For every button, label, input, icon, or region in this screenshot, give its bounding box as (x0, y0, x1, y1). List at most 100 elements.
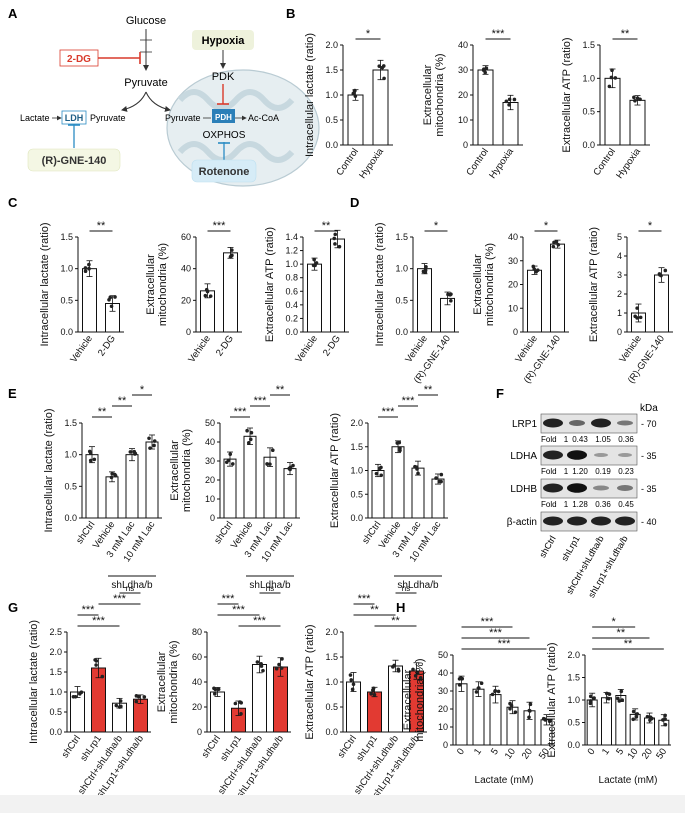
data-point (255, 660, 260, 664)
data-point (633, 98, 637, 103)
blot-lane-label: shCtrl (537, 534, 557, 559)
rotenone-label: Rotenone (199, 166, 250, 178)
significance-label: *** (492, 28, 506, 40)
fold-value: 1.05 (595, 435, 611, 444)
y-tick-label: 0.0 (285, 327, 298, 337)
data-point (259, 664, 264, 668)
data-point (631, 717, 635, 722)
data-point (552, 240, 556, 245)
significance-label: ** (370, 604, 379, 616)
data-point (333, 242, 337, 246)
pyruvate-left-label: Pyruvate (90, 113, 126, 123)
data-point (411, 667, 415, 672)
data-point (413, 674, 418, 678)
data-point (507, 97, 512, 102)
blot-mw: - 35 (641, 484, 657, 494)
data-point (314, 261, 319, 265)
panel-letter-e: E (8, 386, 17, 401)
y-tick-label: 2.0 (350, 418, 363, 428)
y-tick-label: 1.0 (567, 695, 580, 705)
fold-value: 0.45 (618, 500, 634, 509)
y-tick-label: 20 (181, 295, 191, 305)
data-point (663, 268, 668, 273)
data-point (396, 667, 401, 672)
y-tick-label: 0.0 (582, 140, 595, 150)
bar (307, 263, 322, 333)
cristae-shape (177, 141, 295, 163)
bar (273, 666, 288, 733)
significance-label: ** (98, 406, 107, 418)
data-point (632, 95, 636, 100)
y-axis-label: Extracellular (169, 440, 181, 501)
data-point (353, 94, 358, 98)
chart-e2: 0 10 20 30 40 50 Extracellular mitochondria (%)… (169, 384, 300, 591)
bar (604, 77, 621, 146)
bar (125, 454, 139, 519)
x-tick-label: 2-DG (214, 333, 236, 358)
data-point (332, 236, 337, 241)
y-tick-label: 20 (205, 475, 215, 485)
x-tick-label: 0 (455, 746, 467, 757)
data-point (369, 692, 373, 696)
y-tick-label: 2.0 (567, 650, 580, 660)
y-axis-label: Intracellular lactate (ratio) (28, 620, 40, 744)
data-point (230, 248, 234, 252)
data-point (208, 294, 213, 298)
y-tick-label: 0.8 (285, 273, 298, 283)
bar (417, 268, 432, 333)
pdh-label: PDH (215, 113, 232, 122)
significance-label: * (648, 220, 653, 232)
y-tick-label: 0 (186, 327, 191, 337)
y-tick-label: 1.2 (285, 246, 298, 256)
blot-lane-label: shLrp1 (559, 534, 581, 563)
significance-label: ** (424, 384, 433, 396)
data-point (245, 428, 249, 433)
blot-band (617, 420, 633, 426)
x-tick-label: Vehicle (186, 333, 213, 364)
data-point (113, 295, 117, 299)
data-point (504, 99, 509, 104)
blot-mw: - 70 (641, 419, 657, 429)
data-point (287, 466, 292, 471)
data-point (446, 292, 450, 297)
x-tick-label: Hypoxia (357, 146, 386, 181)
data-point (527, 708, 532, 713)
significance-label: ns (126, 584, 134, 593)
y-tick-label: 1.0 (350, 466, 363, 476)
x-tick-label: 2-DG (96, 333, 118, 358)
y-tick-label: 0.2 (285, 313, 298, 323)
significance-label: *** (402, 395, 416, 407)
y-tick-label: 0.0 (64, 513, 77, 523)
y-tick-label: 50 (438, 650, 448, 660)
significance-label: ** (624, 638, 633, 650)
blot-strip (540, 511, 638, 532)
significance-label: *** (222, 593, 236, 605)
y-tick-label: 3 (617, 270, 622, 280)
blot-band (617, 485, 633, 491)
y-tick-label: 2.0 (325, 627, 338, 637)
y-tick-label: 0.5 (49, 707, 62, 717)
y-axis-label: Extracellular (156, 651, 168, 712)
y-axis-label: Extracellular (145, 254, 157, 315)
y-tick-label: 0.5 (395, 295, 408, 305)
bar (654, 274, 669, 333)
blot-band (591, 418, 611, 428)
bar (550, 243, 565, 333)
y-tick-label: 0.0 (49, 727, 62, 737)
y-tick-label: 1.5 (350, 442, 363, 452)
y-axis-label: Extracellular (472, 254, 484, 315)
significance-label: ** (276, 384, 285, 396)
data-point (119, 704, 123, 709)
x-tick-label: 20 (520, 746, 535, 761)
data-point (371, 688, 375, 692)
bar (243, 435, 257, 519)
y-tick-label: 1.5 (64, 418, 77, 428)
blot-mw: - 40 (641, 517, 657, 527)
data-point (458, 676, 463, 681)
x-tick-label: 1 (600, 746, 612, 757)
bar (411, 467, 425, 519)
bar (472, 688, 485, 746)
